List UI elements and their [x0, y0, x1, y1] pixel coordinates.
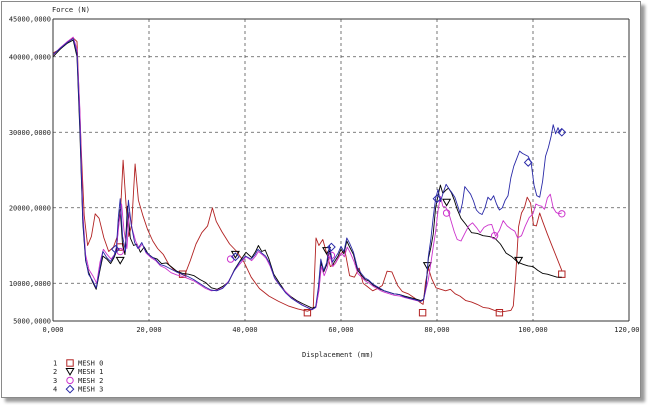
series-line-mesh-3 [52, 38, 563, 311]
data-marker-mesh-1 [422, 262, 432, 271]
data-marker-mesh-2 [490, 231, 499, 240]
x-axis-label: Displacement (mm) [302, 351, 374, 359]
legend-label: MESH 2 [78, 377, 103, 385]
legend-marker-mesh-3 [65, 384, 75, 394]
x-tick-label: 0,000 [42, 326, 63, 334]
y-tick-label: 20000,0000 [9, 204, 51, 212]
data-marker-mesh-3 [230, 252, 240, 262]
legend: 1 MESH 0 2 MESH 1 3 MESH 2 4 MESH 3 [53, 359, 103, 394]
legend-label: MESH 1 [78, 368, 103, 376]
tick-labels: 0,000 20,000 40,000 60,000 80,000 100,000 120,… [9, 16, 640, 335]
legend-marker-mesh-2 [66, 376, 74, 385]
data-marker-mesh-0 [495, 308, 504, 317]
series-layer [52, 36, 567, 317]
x-tick-label: 100,000 [518, 326, 548, 334]
data-marker-mesh-3 [432, 194, 442, 204]
data-marker-mesh-3 [110, 244, 120, 254]
legend-marker-mesh-1 [65, 368, 75, 376]
data-marker-mesh-0 [418, 308, 427, 317]
x-tick-label: 40,000 [232, 326, 257, 334]
grid [53, 19, 629, 321]
y-tick-label: 45000,0000 [9, 16, 51, 24]
legend-label: MESH 0 [78, 360, 103, 368]
legend-label: MESH 3 [78, 386, 103, 394]
y-tick-label: 10000,0000 [9, 280, 51, 288]
legend-marker-mesh-0 [66, 359, 74, 367]
y-axis-label: Force (N) [52, 6, 90, 14]
data-marker-mesh-2 [442, 209, 451, 217]
data-marker-mesh-3 [326, 242, 336, 252]
legend-number: 1 [53, 360, 57, 368]
force-displacement-chart: 0,000 20,000 40,000 60,000 80,000 100,000 120,… [9, 6, 640, 394]
data-marker-mesh-2 [558, 210, 566, 218]
x-tick-label: 60,000 [328, 326, 353, 334]
data-marker-mesh-3 [523, 158, 533, 167]
y-tick-label: 5000,0000 [13, 318, 51, 326]
x-tick-label: 80,000 [424, 326, 449, 334]
chart-frame: 0,000 20,000 40,000 60,000 80,000 100,000 120,… [1, 1, 641, 398]
y-tick-label: 30000,0000 [9, 129, 51, 137]
data-marker-mesh-3 [557, 127, 567, 137]
data-marker-mesh-1 [514, 256, 524, 265]
x-tick-label: 120,000 [614, 326, 640, 334]
legend-number: 3 [53, 377, 57, 385]
y-tick-label: 40000,0000 [9, 53, 51, 61]
x-tick-label: 20,000 [136, 326, 161, 334]
data-marker-mesh-1 [442, 198, 452, 207]
axes [52, 18, 630, 322]
data-marker-mesh-1 [115, 256, 125, 265]
legend-number: 4 [53, 386, 57, 394]
legend-number: 2 [53, 368, 57, 376]
data-marker-mesh-0 [303, 308, 312, 317]
